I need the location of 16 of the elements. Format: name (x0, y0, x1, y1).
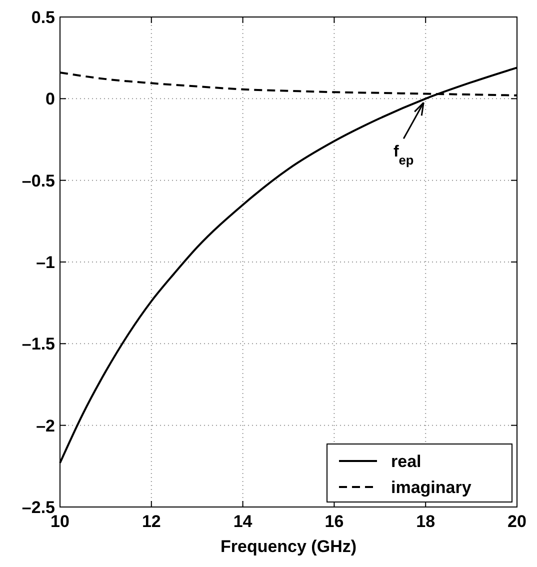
legend-label: imaginary (391, 478, 472, 497)
x-tick-label: 14 (233, 512, 253, 531)
annotation: f$_{ep}$ (393, 144, 414, 168)
x-tick-label: 12 (142, 512, 161, 531)
x-axis-title: Frequency (GHz) (220, 537, 357, 556)
y-tick-label: –1.5 (22, 334, 55, 354)
x-tick-label: 20 (508, 512, 526, 531)
x-tick-label: 18 (416, 512, 436, 531)
y-tick-label: –2 (36, 416, 55, 436)
legend-label: real (391, 452, 422, 471)
y-tick-label: –1 (36, 253, 55, 272)
y-tick-label: 0.5 (31, 8, 55, 27)
y-tick-label: –0.5 (22, 171, 55, 190)
x-tick-label: 16 (324, 512, 344, 531)
y-tick-label: 0 (46, 90, 55, 109)
x-tick-label: 10 (50, 512, 70, 531)
